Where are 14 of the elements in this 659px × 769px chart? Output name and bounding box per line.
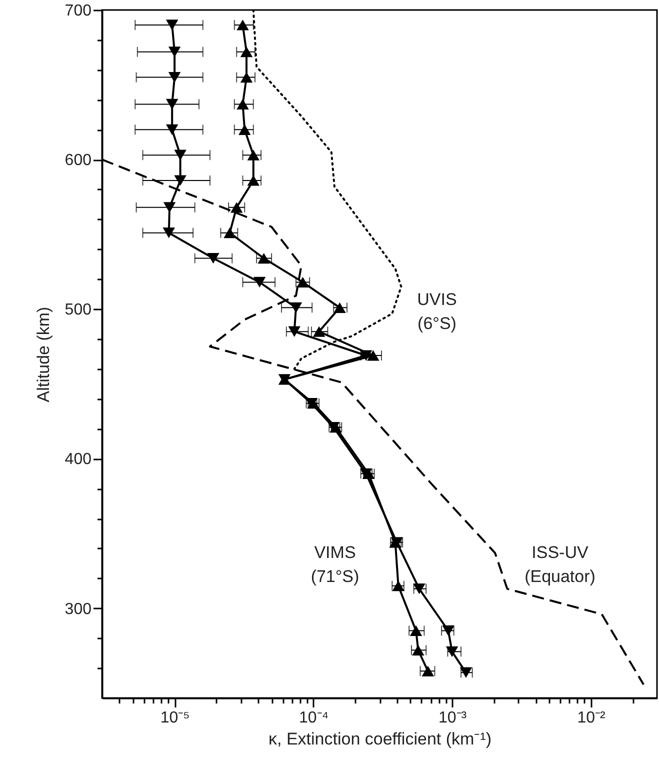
x-tick-label: 10⁻⁴ bbox=[298, 710, 329, 726]
annotation: VIMS (71°S) bbox=[310, 543, 360, 586]
y-tick-label: 400 bbox=[64, 451, 92, 468]
y-tick-label: 300 bbox=[64, 600, 92, 618]
y-tick-label: 600 bbox=[64, 152, 92, 170]
y-tick-label: 700 bbox=[64, 2, 92, 20]
annotation: ISS-UV (Equator) bbox=[524, 543, 596, 586]
x-tick-label: 10⁻⁵ bbox=[160, 710, 190, 726]
x-axis-title: κ, Extinction coefficient (km⁻¹) bbox=[268, 730, 492, 748]
y-axis-title: Altitude (km) bbox=[34, 306, 53, 402]
annotation: UVIS (6°S) bbox=[417, 290, 457, 333]
y-tick-label: 500 bbox=[64, 302, 92, 319]
x-tick-label: 10⁻³ bbox=[438, 710, 468, 726]
x-tick-label: 10⁻² bbox=[577, 710, 606, 726]
